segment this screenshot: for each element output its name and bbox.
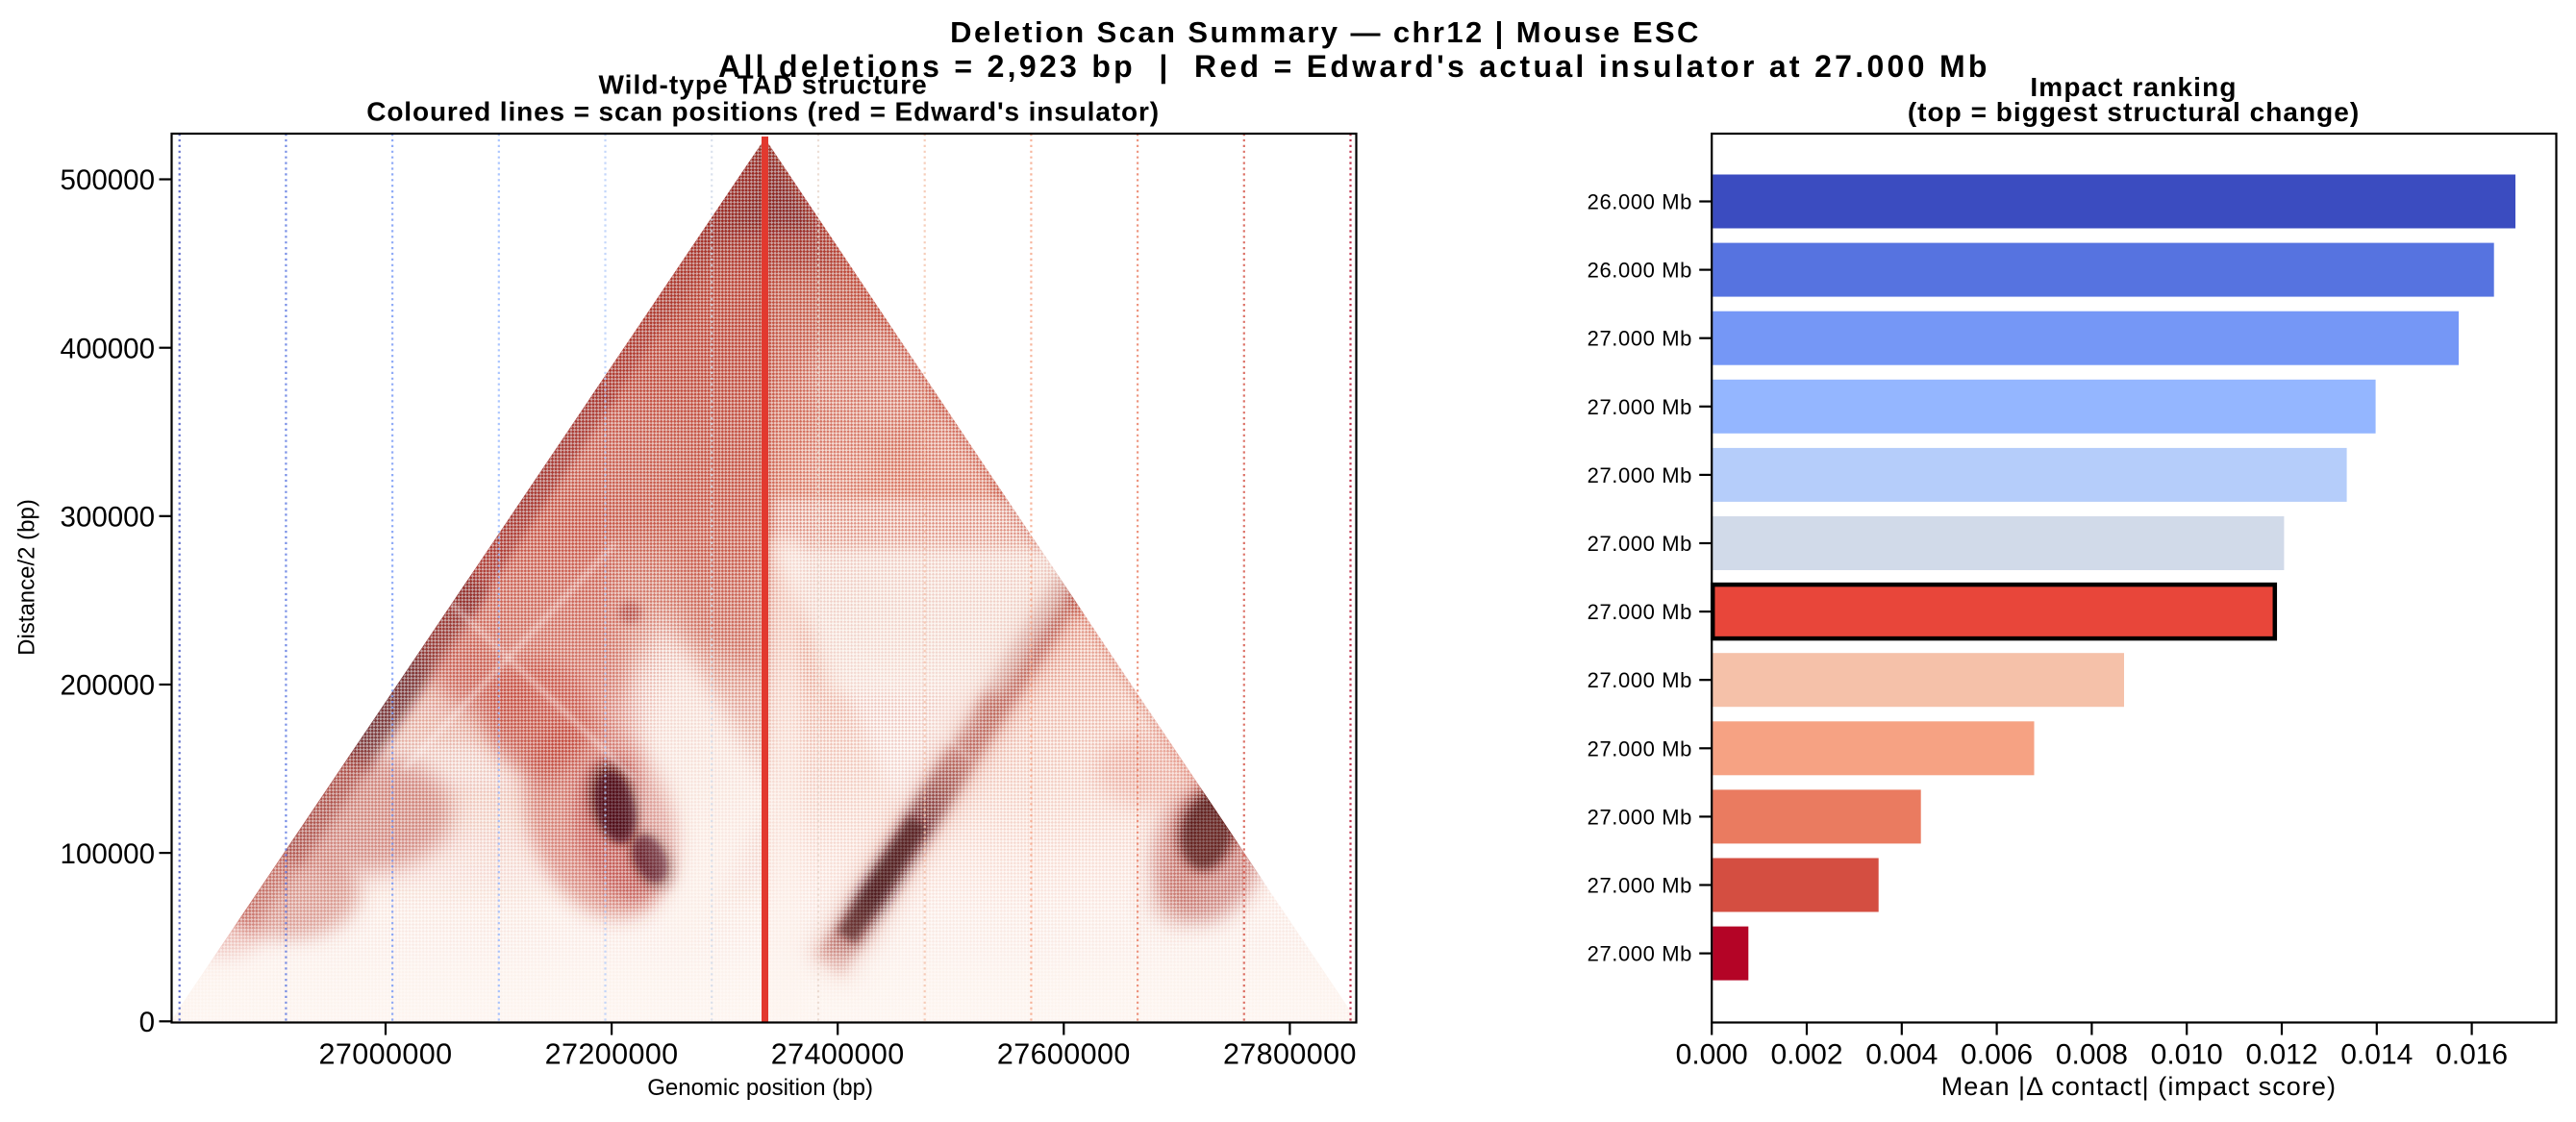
svg-text:27.000 Mb: 27.000 Mb: [1588, 395, 1692, 419]
svg-text:0.004: 0.004: [1865, 1039, 1938, 1071]
svg-text:27.000 Mb: 27.000 Mb: [1588, 600, 1692, 624]
svg-text:27.000 Mb: 27.000 Mb: [1588, 668, 1692, 692]
svg-text:0: 0: [139, 1007, 155, 1038]
svg-text:0.014: 0.014: [2340, 1039, 2413, 1071]
svg-text:26.000 Mb: 26.000 Mb: [1588, 190, 1692, 214]
svg-text:27.000 Mb: 27.000 Mb: [1588, 874, 1692, 898]
svg-text:Distance/2 (bp): Distance/2 (bp): [14, 499, 40, 656]
svg-text:All deletions = 2,923 bp | R: All deletions = 2,923 bp | Red = Edward'…: [718, 49, 1990, 84]
svg-text:27.000 Mb: 27.000 Mb: [1588, 736, 1692, 760]
svg-text:27.000 Mb: 27.000 Mb: [1588, 942, 1692, 966]
svg-text:(top = biggest structural chan: (top = biggest structural change): [1908, 97, 2360, 127]
svg-text:100000: 100000: [61, 838, 155, 870]
svg-text:27.000 Mb: 27.000 Mb: [1588, 532, 1692, 556]
svg-text:0.010: 0.010: [2151, 1039, 2223, 1071]
svg-text:0.012: 0.012: [2245, 1039, 2317, 1071]
svg-text:27400000: 27400000: [771, 1038, 905, 1071]
svg-text:Mean |Δ contact| (impact score: Mean |Δ contact| (impact score): [1941, 1072, 2337, 1101]
svg-text:500000: 500000: [61, 164, 155, 196]
svg-text:27000000: 27000000: [319, 1038, 453, 1071]
svg-text:27.000 Mb: 27.000 Mb: [1588, 327, 1692, 351]
svg-text:Impact ranking: Impact ranking: [2030, 72, 2237, 102]
svg-text:0.006: 0.006: [1961, 1039, 2033, 1071]
svg-text:27800000: 27800000: [1223, 1038, 1357, 1071]
svg-text:27200000: 27200000: [545, 1038, 679, 1071]
svg-text:300000: 300000: [61, 502, 155, 534]
svg-text:Wild-type TAD structure: Wild-type TAD structure: [598, 70, 927, 100]
svg-text:200000: 200000: [61, 670, 155, 702]
svg-text:Genomic position (bp): Genomic position (bp): [647, 1075, 873, 1101]
svg-text:Coloured lines = scan position: Coloured lines = scan positions (red = E…: [366, 97, 1160, 127]
svg-text:400000: 400000: [61, 333, 155, 364]
svg-text:27.000 Mb: 27.000 Mb: [1588, 463, 1692, 487]
svg-text:27.000 Mb: 27.000 Mb: [1588, 805, 1692, 829]
svg-text:0.000: 0.000: [1676, 1039, 1748, 1071]
svg-text:Deletion Scan Summary — chr12: Deletion Scan Summary — chr12 | Mouse ES…: [950, 15, 1701, 49]
svg-text:0.008: 0.008: [2056, 1039, 2128, 1071]
svg-text:0.016: 0.016: [2436, 1039, 2508, 1071]
svg-text:27600000: 27600000: [997, 1038, 1131, 1071]
svg-text:0.002: 0.002: [1770, 1039, 1842, 1071]
svg-text:26.000 Mb: 26.000 Mb: [1588, 259, 1692, 283]
